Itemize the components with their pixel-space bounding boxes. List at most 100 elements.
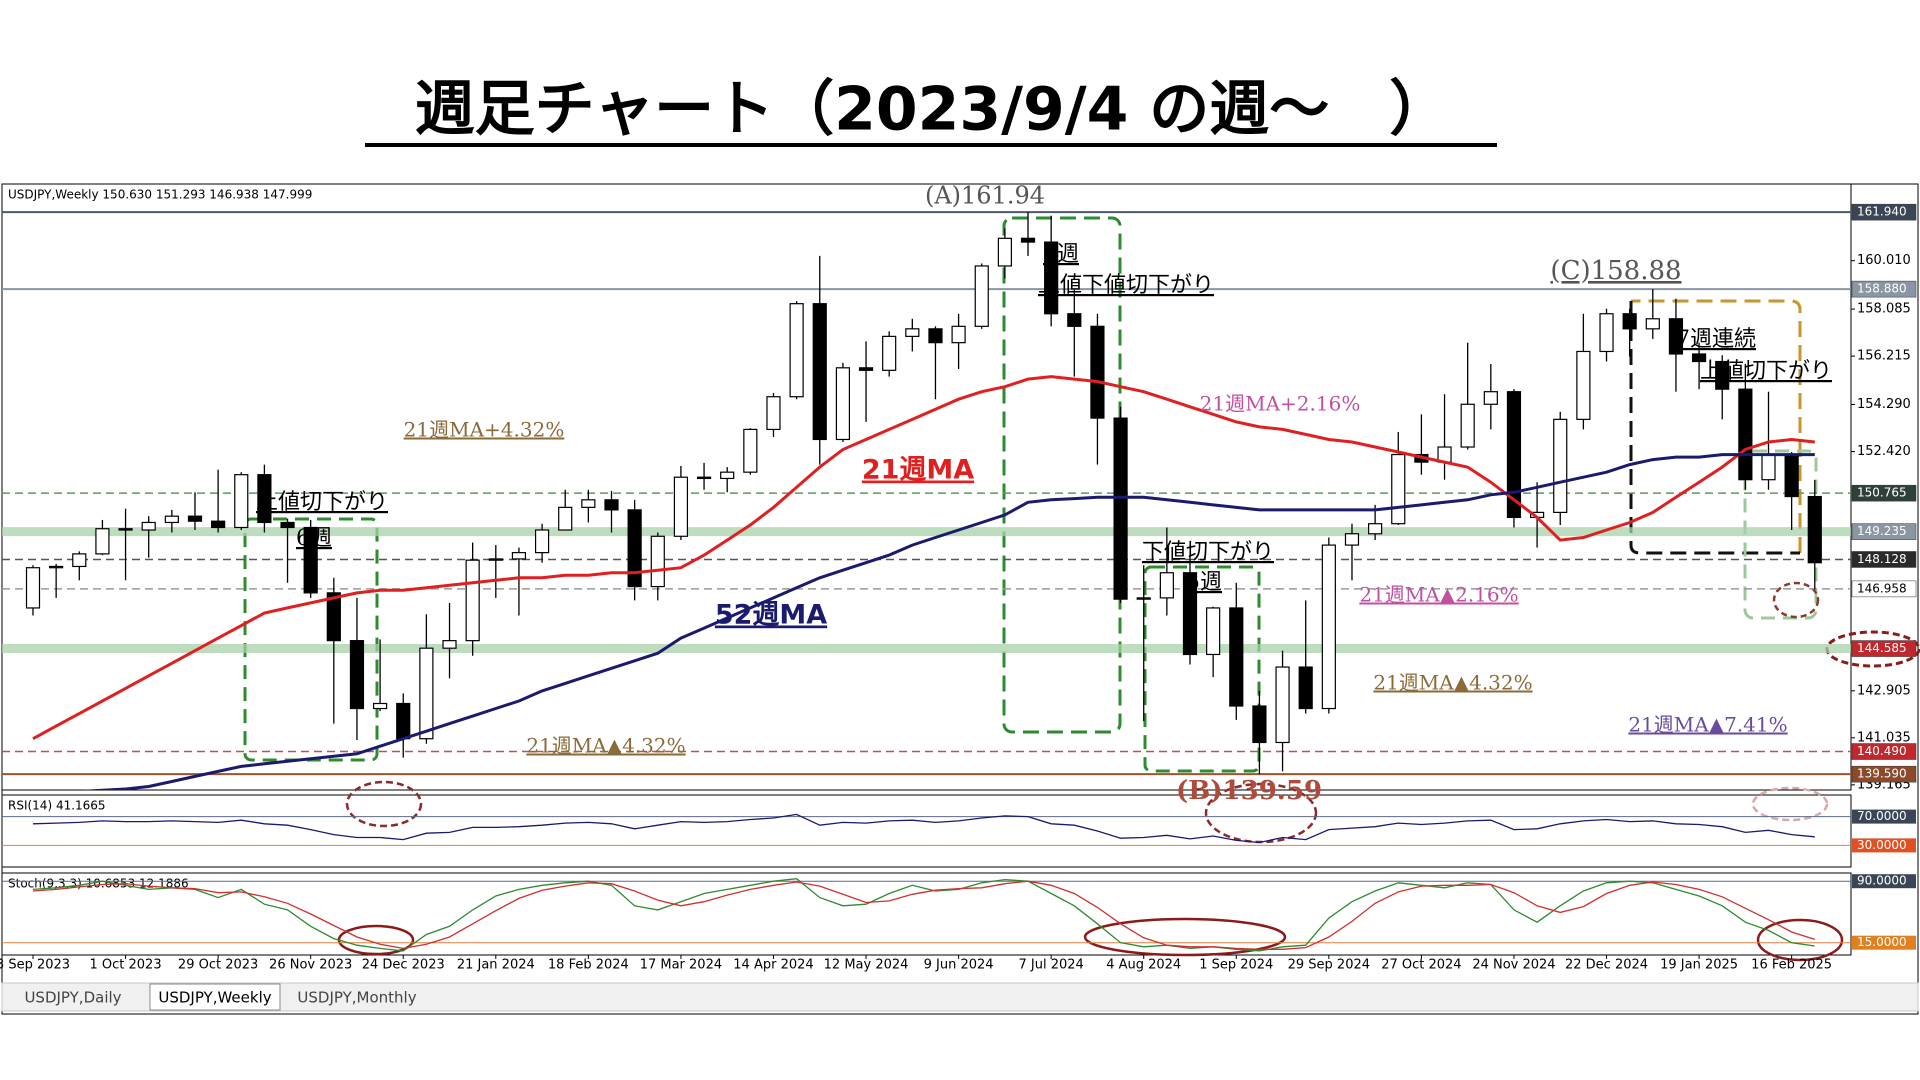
- x-tick-label: 7 Jul 2024: [1019, 958, 1084, 973]
- candle-body: [1159, 572, 1174, 599]
- box-7w-top: [1631, 299, 1802, 553]
- candle-body: [25, 567, 41, 609]
- candle-body: [1483, 391, 1498, 405]
- tab-bar: [1, 982, 1919, 1012]
- tab[interactable]: [8, 984, 138, 1010]
- annotation: 上値下値切下がり: [1038, 273, 1214, 298]
- ohlc-header: USDJPY,Weekly 150.630 151.293 146.938 14…: [8, 188, 312, 202]
- y-tick-label: 156.215: [1857, 349, 1911, 364]
- rsi-level-box: [1852, 809, 1916, 824]
- main-plot-frame: [1, 183, 1852, 791]
- y-tick-label: 154.290: [1857, 397, 1911, 412]
- annotation: 21週MA▲2.16%: [1359, 583, 1518, 607]
- candle-body: [465, 559, 480, 642]
- candle-body: [696, 476, 712, 480]
- candle-body: [303, 526, 318, 594]
- rsi-level-box: [1852, 838, 1916, 853]
- candle-body: [534, 529, 550, 554]
- stoch-level-box: [1852, 935, 1916, 950]
- x-tick-label: 1 Sep 2024: [1199, 958, 1273, 973]
- annotation: 21週MA+2.16%: [1200, 392, 1361, 416]
- candle-body: [1044, 241, 1059, 315]
- level-box: [1851, 203, 1917, 221]
- tab[interactable]: [149, 983, 281, 1011]
- ellipse-rsi-1: [345, 780, 423, 828]
- candle-body: [234, 474, 249, 529]
- ma-label: 21週MA: [862, 455, 974, 486]
- annotation: 上値切下がり: [256, 490, 388, 515]
- candle-body: [49, 565, 64, 569]
- y-tick-label: 158.085: [1857, 302, 1911, 317]
- x-tick-label: 4 Aug 2024: [1106, 958, 1181, 973]
- candle-body: [835, 367, 851, 441]
- candle-body: [1576, 350, 1591, 420]
- tab[interactable]: [292, 984, 422, 1010]
- candle-body: [257, 474, 272, 524]
- ma-line: [79, 453, 1815, 790]
- candle-body: [349, 640, 365, 710]
- chart-window: [1, 183, 1919, 1015]
- x-tick-label: 14 Apr 2024: [733, 958, 813, 973]
- candle-body: [1020, 237, 1036, 243]
- x-tick-label: 12 May 2024: [824, 958, 909, 973]
- annotation: 下値切下がり: [1142, 540, 1274, 565]
- tab-label[interactable]: USDJPY,Daily: [24, 989, 121, 1007]
- rsi-line: [32, 813, 1815, 844]
- level-box: [1851, 551, 1917, 568]
- tab-label[interactable]: USDJPY,Monthly: [297, 989, 416, 1007]
- candle-body: [581, 499, 596, 508]
- ma-line: [32, 375, 1815, 741]
- candle-body: [1553, 418, 1568, 513]
- candle-body: [951, 325, 966, 344]
- level-box: [1851, 640, 1917, 657]
- x-tick-label: 26 Nov 2023: [269, 958, 352, 973]
- ellipse-latest: [1772, 581, 1820, 619]
- candle-body: [1807, 495, 1822, 564]
- x-tick-label: 9 Jun 2024: [924, 958, 994, 973]
- stoch-level-label: 15.0000: [1857, 935, 1907, 949]
- annotation: 21週MA+4.32%: [404, 418, 565, 442]
- candle-body: [627, 509, 642, 588]
- candle-body: [164, 515, 179, 524]
- x-tick-label: 18 Feb 2024: [548, 958, 629, 973]
- annotation: (C)158.88: [1550, 256, 1681, 286]
- candle-body: [187, 515, 203, 522]
- candle-body: [673, 476, 689, 537]
- level-box: [1851, 280, 1917, 298]
- candle-body: [1275, 666, 1290, 744]
- ellipse-stoch-3: [1756, 918, 1844, 962]
- rsi-frame: [1, 794, 1852, 868]
- candle-body: [1067, 313, 1082, 327]
- candle-body: [1599, 313, 1614, 353]
- candle-body: [743, 428, 758, 473]
- candle-body: [1206, 607, 1221, 656]
- candle-body: [1622, 313, 1637, 330]
- candle-body: [118, 528, 133, 531]
- x-tick-label: 1 Oct 2023: [90, 958, 162, 973]
- stoch-level-label: 90.0000: [1857, 874, 1907, 888]
- tab-label[interactable]: USDJPY,Weekly: [158, 989, 271, 1007]
- rsi-level-label: 70.0000: [1857, 809, 1907, 823]
- x-tick-label: 17 Mar 2024: [640, 958, 722, 973]
- candle-body: [72, 553, 87, 568]
- candle-body: [1391, 453, 1406, 525]
- ellipse-stoch-2: [1083, 917, 1287, 957]
- rsi-level-label: 30.0000: [1857, 838, 1907, 852]
- level-label: 161.940: [1857, 205, 1907, 219]
- candle-body: [488, 558, 503, 561]
- x-tick-label: 29 Oct 2023: [178, 958, 258, 973]
- stoch-plot: [2, 878, 1851, 952]
- candle-body: [1761, 453, 1776, 481]
- x-tick-label: 22 Dec 2024: [1565, 958, 1648, 973]
- x-tick-label: 24 Dec 2023: [362, 958, 445, 973]
- annotation: 21週MA▲7.41%: [1628, 713, 1787, 737]
- candle-body: [1668, 318, 1684, 355]
- annotation: (A)161.94: [925, 182, 1045, 210]
- annotation: 6週: [296, 526, 332, 551]
- x-tick-label: 19 Jan 2025: [1660, 958, 1738, 973]
- level-box: [1851, 743, 1917, 760]
- ma-label: 52週MA: [715, 600, 827, 631]
- y-tick-label: 142.905: [1857, 683, 1911, 698]
- candle-body: [1229, 607, 1244, 707]
